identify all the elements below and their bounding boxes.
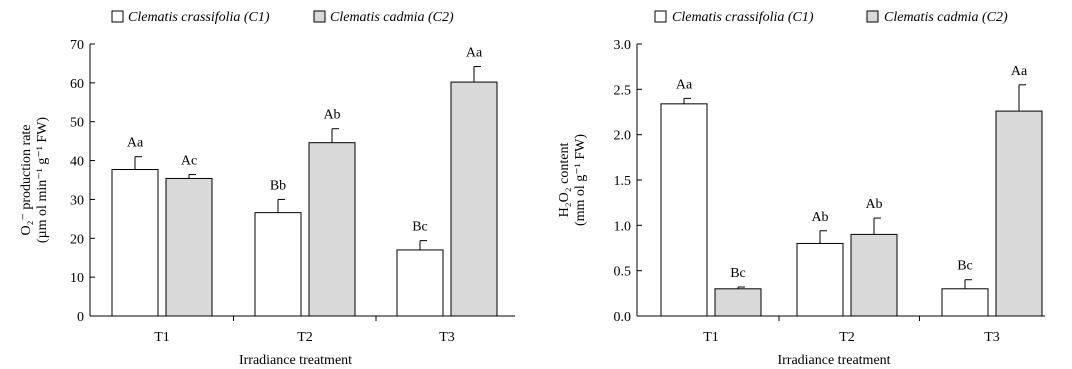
- y-tick-label: 2.5: [614, 83, 632, 98]
- bar: [796, 242, 844, 317]
- significance-label: Bc: [957, 259, 973, 274]
- bar: [995, 110, 1043, 317]
- chart-2: Clematis crassifolia (C1) Clematis cadmia…: [557, 10, 1045, 368]
- significance-label: Aa: [466, 46, 483, 61]
- y-tick-label: 70: [70, 38, 84, 53]
- y-axis-label: H₂O₂ content: [557, 143, 572, 218]
- significance-label: Aa: [676, 77, 693, 92]
- x-axis-label: Irradiance treatment: [777, 353, 890, 368]
- significance-label: Ab: [865, 197, 882, 212]
- bar: [308, 142, 356, 317]
- y-tick-label: 2.0: [614, 129, 632, 144]
- bar: [396, 249, 444, 317]
- legend-swatch: [111, 10, 124, 23]
- significance-label: Aa: [1011, 64, 1028, 79]
- y-tick-label: 0: [77, 310, 84, 325]
- x-tick-label: T1: [703, 330, 719, 345]
- bar: [714, 288, 762, 317]
- legend-swatch: [654, 10, 667, 23]
- x-tick-label: T3: [984, 330, 1000, 345]
- significance-label: Ab: [323, 108, 340, 123]
- bar: [450, 81, 498, 317]
- legend-label: Clematis cadmia (C2): [330, 10, 454, 25]
- legend-label: Clematis crassifolia (C1): [672, 10, 814, 25]
- significance-label: Ac: [181, 154, 197, 169]
- legend-swatch: [313, 10, 326, 23]
- x-tick-label: T2: [297, 330, 313, 345]
- y-axis-label: (µm ol min⁻¹ g⁻¹ FW): [35, 117, 50, 243]
- y-tick-label: 1.5: [614, 174, 632, 189]
- y-tick-label: 0.0: [614, 310, 632, 325]
- legend-swatch: [866, 10, 879, 23]
- y-tick-label: 0.5: [614, 265, 632, 280]
- bar: [111, 169, 159, 317]
- y-tick-label: 40: [70, 155, 84, 170]
- significance-label: Bc: [730, 266, 746, 281]
- y-tick-label: 30: [70, 193, 84, 208]
- bar: [941, 288, 989, 317]
- y-axis-label: O₂⁻ production rate: [19, 124, 34, 235]
- bar: [850, 233, 898, 317]
- x-tick-label: T2: [839, 330, 855, 345]
- significance-label: Bc: [412, 220, 428, 235]
- y-tick-label: 60: [70, 77, 84, 92]
- bar: [254, 212, 302, 317]
- y-tick-label: 1.0: [614, 219, 632, 234]
- significance-label: Aa: [127, 136, 144, 151]
- x-axis-label: Irradiance treatment: [239, 353, 352, 368]
- significance-label: Ab: [811, 210, 828, 225]
- significance-label: Bb: [270, 178, 286, 193]
- y-tick-label: 3.0: [614, 38, 632, 53]
- x-tick-label: T3: [439, 330, 455, 345]
- legend-label: Clematis cadmia (C2): [884, 10, 1008, 25]
- y-tick-label: 50: [70, 116, 84, 131]
- chart-1: Clematis crassifolia (C1) Clematis cadmia…: [19, 10, 515, 368]
- y-tick-label: 10: [70, 271, 84, 286]
- y-axis-label: (mm ol g⁻¹ FW): [573, 134, 588, 226]
- y-tick-label: 20: [70, 232, 84, 247]
- bar: [165, 177, 213, 317]
- legend-label: Clematis crassifolia (C1): [128, 10, 270, 25]
- bar: [660, 103, 708, 317]
- x-tick-label: T1: [154, 330, 170, 345]
